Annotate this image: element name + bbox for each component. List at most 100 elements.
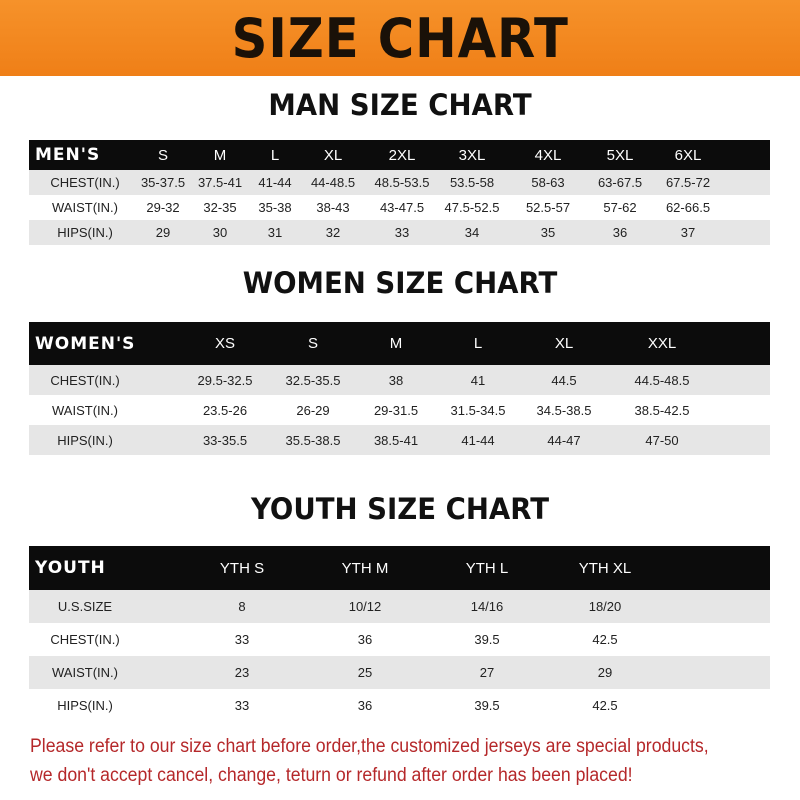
table-cell: 29-32 xyxy=(146,200,180,215)
table-cell: 43-47.5 xyxy=(379,200,425,215)
table-cell: 33 xyxy=(234,632,250,647)
table-row: WAIST(IN.) 23 25 27 29 xyxy=(29,656,770,689)
table-cell: 44.5-48.5 xyxy=(634,372,690,388)
row-label: CHEST(IN.) xyxy=(50,175,120,190)
row-label: WAIST(IN.) xyxy=(52,665,118,680)
men-title: MAN SIZE CHART xyxy=(268,88,532,122)
table-cell: 26-29 xyxy=(296,402,330,418)
table-cell: 42.5 xyxy=(592,698,618,713)
table-cell: 52.5-57 xyxy=(525,200,571,215)
size-header: 4XL xyxy=(534,146,562,164)
men-size-table: MEN'S S M L XL 2XL 3XL 4XL 5XL 6XL CHEST(IN.) 35-37… xyxy=(29,140,770,245)
table-cell: 14/16 xyxy=(470,599,504,614)
row-label: HIPS(IN.) xyxy=(57,432,113,448)
table-cell: 31 xyxy=(267,225,283,240)
table-cell: 29-31.5 xyxy=(373,402,419,418)
size-header: L xyxy=(473,335,483,352)
size-header: S xyxy=(307,335,319,352)
table-row: CHEST(IN.) 33 36 39.5 42.5 xyxy=(29,623,770,656)
row-label: CHEST(IN.) xyxy=(50,372,120,388)
table-row: WAIST(IN.) 23.5-26 26-29 29-31.5 31.5-34.5 34… xyxy=(29,395,770,425)
table-cell: 67.5-72 xyxy=(665,175,711,190)
table-cell: 25 xyxy=(357,665,373,680)
table-cell: 47.5-52.5 xyxy=(444,200,500,215)
banner-title: SIZE CHART xyxy=(231,6,569,70)
table-cell: 33 xyxy=(234,698,250,713)
table-cell: 32 xyxy=(325,225,341,240)
table-cell: 53.5-58 xyxy=(449,175,495,190)
table-cell: 37.5-41 xyxy=(197,175,243,190)
row-label: WAIST(IN.) xyxy=(52,402,118,418)
size-header: YTH XL xyxy=(578,559,632,577)
table-cell: 35.5-38.5 xyxy=(285,432,341,448)
table-row: HIPS(IN.) 33-35.5 35.5-38.5 38.5-41 41-44 44-… xyxy=(29,425,770,455)
table-cell: 38 xyxy=(388,372,404,388)
table-cell: 36 xyxy=(357,698,373,713)
table-cell: 30 xyxy=(212,225,228,240)
table-cell: 63-67.5 xyxy=(597,175,643,190)
table-cell: 42.5 xyxy=(592,632,618,647)
table-cell: 18/20 xyxy=(588,599,622,614)
table-cell: 44-48.5 xyxy=(310,175,356,190)
table-cell: 8 xyxy=(238,599,246,614)
row-label: WAIST(IN.) xyxy=(52,200,118,215)
table-cell: 23 xyxy=(234,665,250,680)
table-cell: 38.5-41 xyxy=(373,432,419,448)
size-header: XL xyxy=(554,335,574,352)
header-label: WOMEN'S xyxy=(35,333,136,354)
size-header: 5XL xyxy=(606,146,634,164)
table-cell: 62-66.5 xyxy=(665,200,711,215)
table-row: CHEST(IN.) 29.5-32.5 32.5-35.5 38 41 44.5 44.5… xyxy=(29,365,770,395)
table-cell: 39.5 xyxy=(474,632,500,647)
table-cell: 33-35.5 xyxy=(202,432,248,448)
table-cell: 10/12 xyxy=(348,599,382,614)
header-label: MEN'S xyxy=(35,145,101,165)
table-cell: 57-62 xyxy=(603,200,637,215)
table-cell: 32.5-35.5 xyxy=(285,372,341,388)
table-row: CHEST(IN.) 35-37.5 37.5-41 41-44 44-48.5 48.5… xyxy=(29,170,770,195)
table-header: YOUTH YTH S YTH M YTH L YTH XL xyxy=(29,546,770,590)
table-cell: 47-50 xyxy=(645,432,679,448)
size-header: 2XL xyxy=(388,146,416,164)
youth-title: YOUTH SIZE CHART xyxy=(250,492,550,526)
row-label: U.S.SIZE xyxy=(57,599,113,614)
size-header: M xyxy=(213,146,227,164)
size-header: M xyxy=(389,335,403,352)
row-label: CHEST(IN.) xyxy=(50,632,120,647)
table-header: MEN'S S M L XL 2XL 3XL 4XL 5XL 6XL xyxy=(29,140,770,170)
row-label: HIPS(IN.) xyxy=(57,698,113,713)
size-header: XXL xyxy=(647,335,677,352)
table-cell: 29 xyxy=(155,225,171,240)
table-cell: 23.5-26 xyxy=(202,402,248,418)
table-cell: 48.5-53.5 xyxy=(374,175,430,190)
table-cell: 37 xyxy=(680,225,696,240)
women-title: WOMEN SIZE CHART xyxy=(242,266,558,300)
size-header: YTH S xyxy=(219,559,265,577)
table-cell: 41-44 xyxy=(461,432,495,448)
table-cell: 44.5 xyxy=(551,372,577,388)
table-header: WOMEN'S XS S M L XL XXL xyxy=(29,322,770,365)
table-cell: 32-35 xyxy=(203,200,237,215)
table-cell: 35-37.5 xyxy=(140,175,186,190)
table-cell: 38.5-42.5 xyxy=(634,402,690,418)
table-cell: 29 xyxy=(597,665,613,680)
table-cell: 34.5-38.5 xyxy=(536,402,592,418)
table-row: WAIST(IN.) 29-32 32-35 35-38 38-43 43-47.5 47.… xyxy=(29,195,770,220)
table-row: HIPS(IN.) 33 36 39.5 42.5 xyxy=(29,689,770,722)
size-header: XL xyxy=(323,146,343,164)
table-cell: 35-38 xyxy=(258,200,292,215)
table-row: U.S.SIZE 8 10/12 14/16 18/20 xyxy=(29,590,770,623)
header-label: YOUTH xyxy=(35,558,106,578)
size-header: YTH M xyxy=(341,559,389,577)
table-cell: 31.5-34.5 xyxy=(450,402,506,418)
table-row: HIPS(IN.) 29 30 31 32 33 34 35 36 37 xyxy=(29,220,770,245)
row-label: HIPS(IN.) xyxy=(57,225,113,240)
women-size-table: WOMEN'S XS S M L XL XXL CHEST(IN.) 29.5-32.5 32.5… xyxy=(29,322,770,455)
size-header: YTH L xyxy=(465,559,509,577)
table-cell: 34 xyxy=(464,225,480,240)
table-cell: 41-44 xyxy=(258,175,292,190)
table-cell: 41 xyxy=(470,372,486,388)
banner: SIZE CHART xyxy=(0,0,800,76)
youth-size-table: YOUTH YTH S YTH M YTH L YTH XL U.S.SIZE 8 10/12… xyxy=(29,546,770,722)
table-cell: 36 xyxy=(612,225,628,240)
